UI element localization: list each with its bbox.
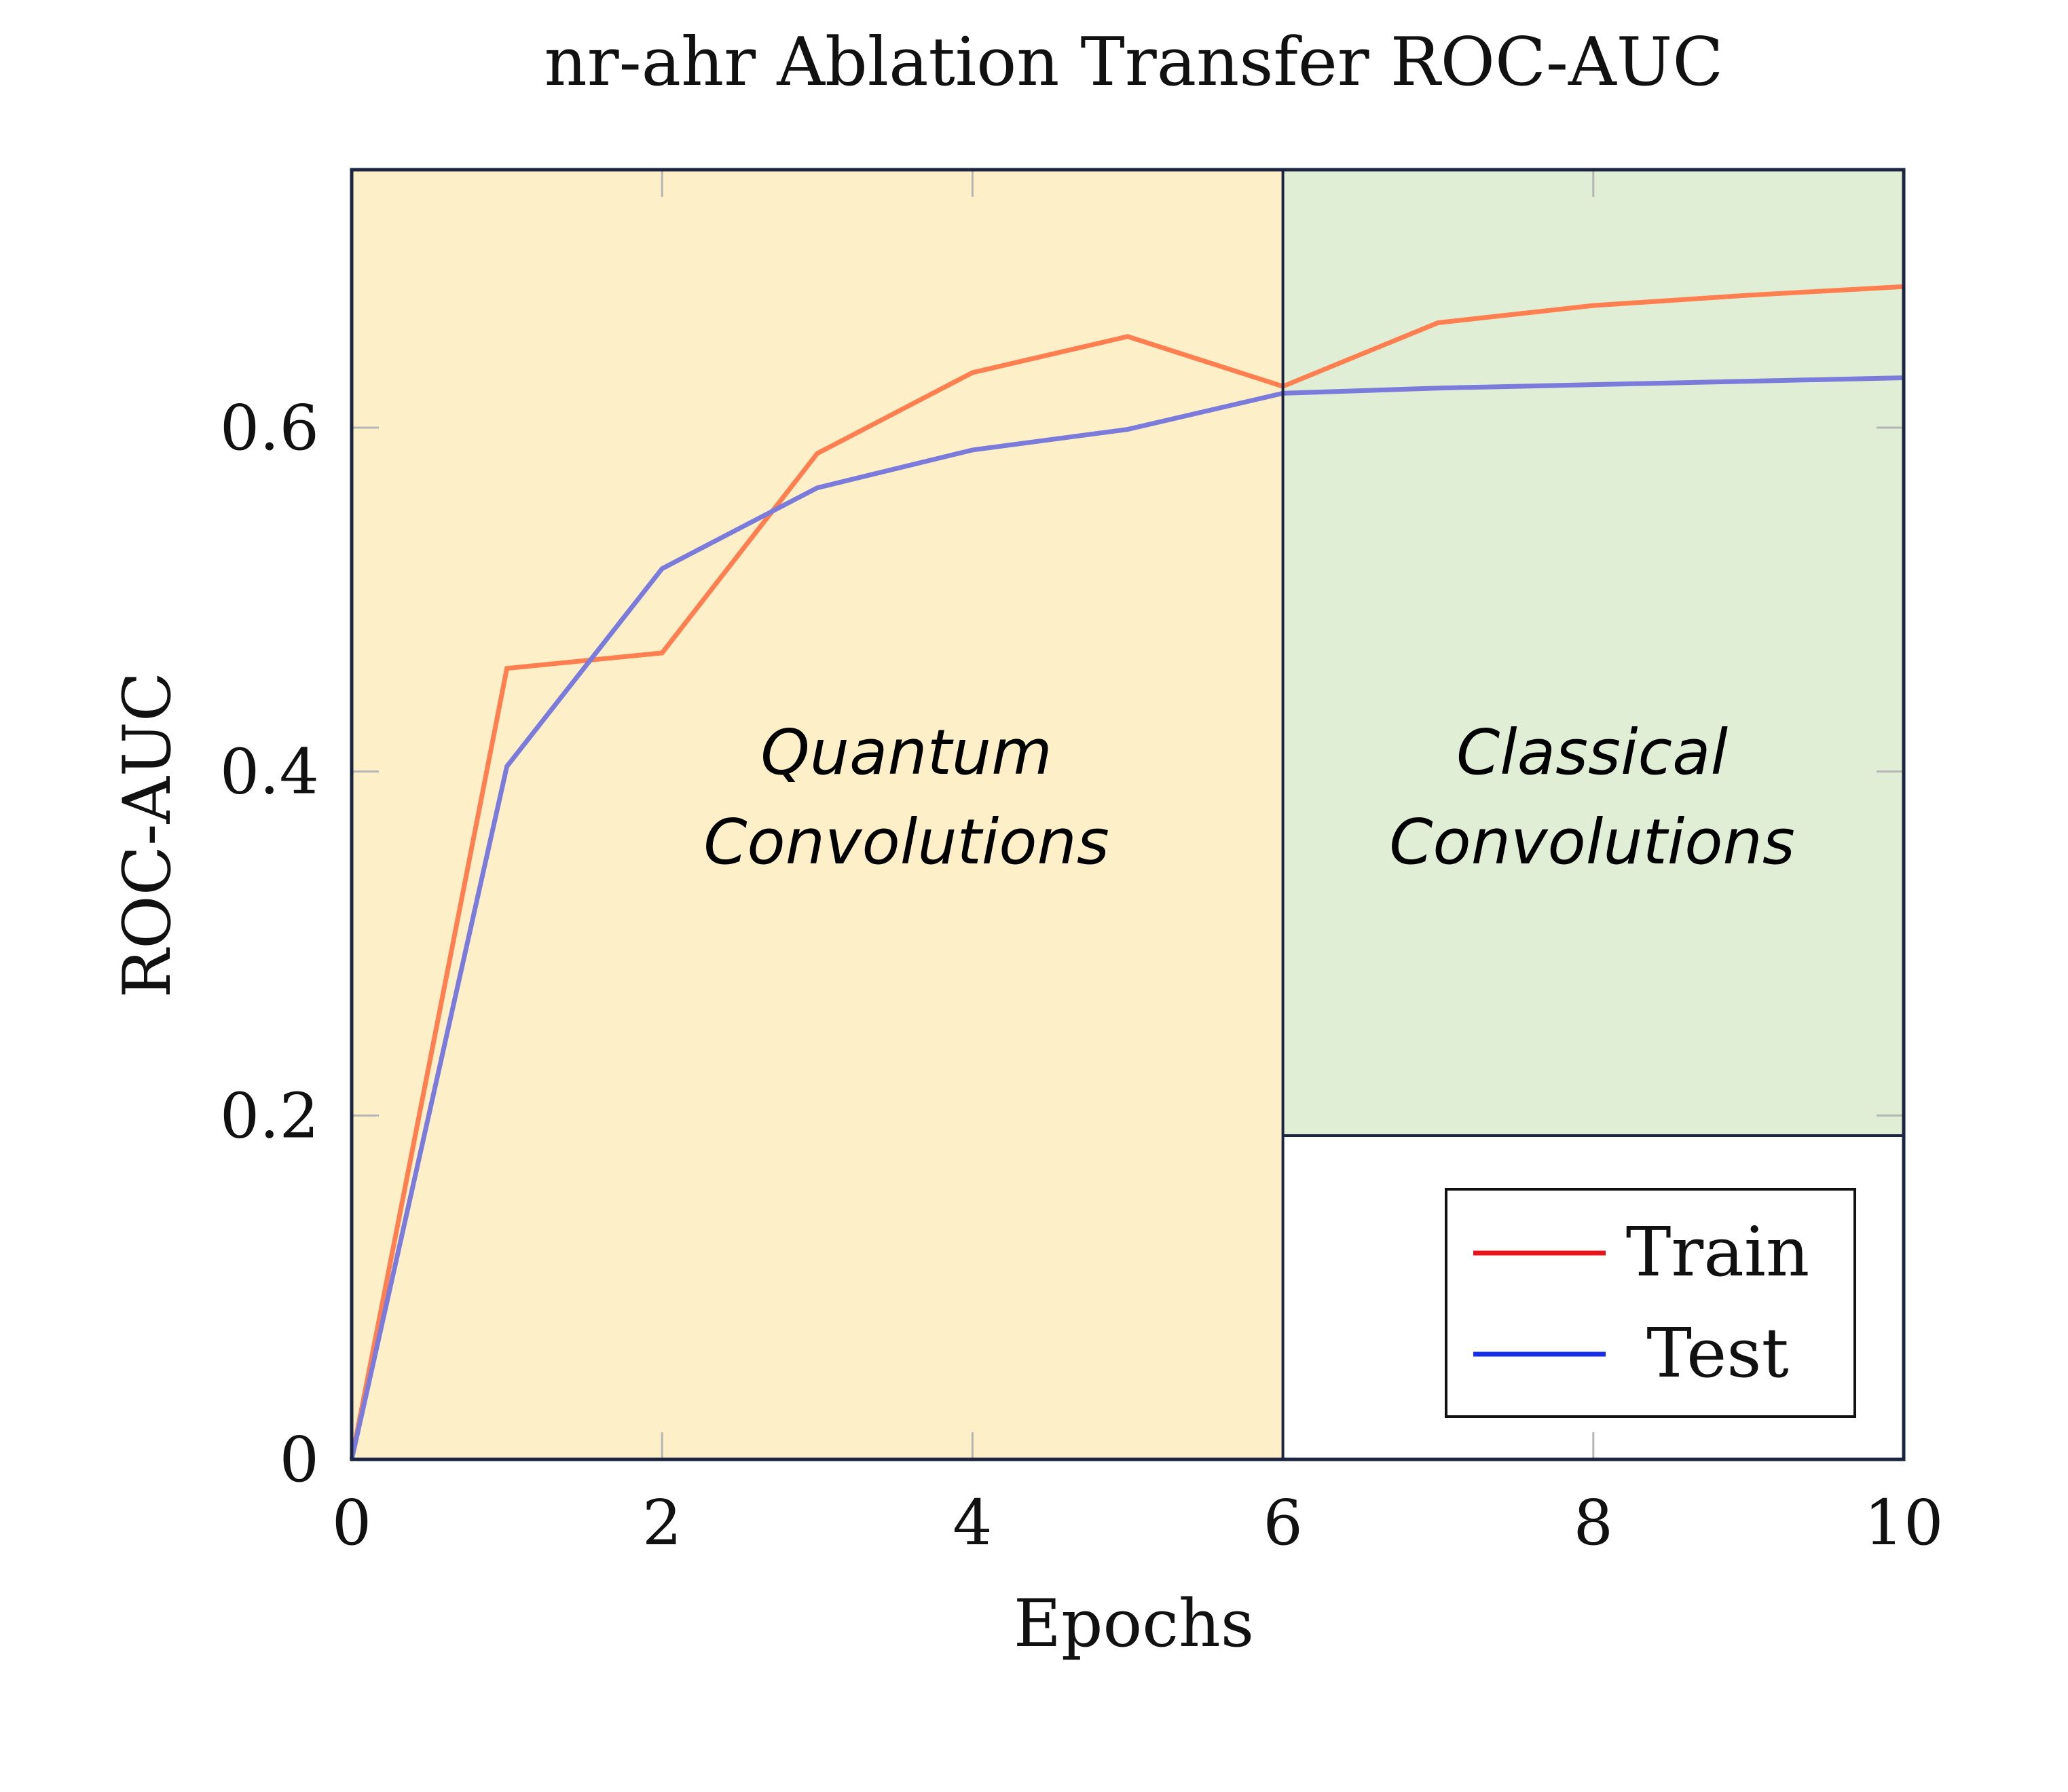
region-labels: Quantum Convolutions Classical Convolutions bbox=[703, 716, 1795, 878]
y-tick-label-3: 0.6 bbox=[220, 392, 319, 464]
region-1-background bbox=[1282, 170, 1904, 1136]
legend-label-train: Train bbox=[1626, 1212, 1810, 1292]
legend: Train Test bbox=[1445, 1188, 1856, 1418]
y-tick-label-2: 0.4 bbox=[220, 736, 319, 808]
plot-border bbox=[350, 168, 1906, 1461]
plot-frame bbox=[350, 168, 1906, 1461]
y-axis-label: ROC-AUC bbox=[109, 672, 185, 998]
x-axis-label: Epochs bbox=[1014, 1586, 1254, 1662]
x-tick-label-2: 4 bbox=[953, 1487, 993, 1559]
y-tick-label-1: 0.2 bbox=[220, 1079, 319, 1152]
x-tick-label-5: 10 bbox=[1864, 1487, 1943, 1559]
region-label-0-line-1: Convolutions bbox=[703, 806, 1109, 878]
region-label-1-line-0: Classical bbox=[1456, 716, 1729, 789]
region-label-1-line-1: Convolutions bbox=[1389, 806, 1795, 878]
legend-label-test: Test bbox=[1646, 1313, 1789, 1393]
plot-regions bbox=[352, 170, 1904, 1459]
chart-title: nr-ahr Ablation Transfer ROC-AUC bbox=[544, 24, 1724, 101]
x-tick-label-3: 6 bbox=[1263, 1487, 1303, 1559]
x-tick-label-4: 8 bbox=[1574, 1487, 1614, 1559]
tick-labels: 0 2 4 6 8 10 0 0.2 0.4 0.6 bbox=[220, 392, 1944, 1559]
x-tick-label-1: 2 bbox=[642, 1487, 682, 1559]
y-tick-label-0: 0 bbox=[279, 1423, 319, 1496]
legend-box bbox=[1445, 1188, 1856, 1418]
region-0-background bbox=[352, 170, 1283, 1459]
region-label-0-line-0: Quantum bbox=[760, 716, 1052, 789]
x-tick-label-0: 0 bbox=[332, 1487, 372, 1559]
